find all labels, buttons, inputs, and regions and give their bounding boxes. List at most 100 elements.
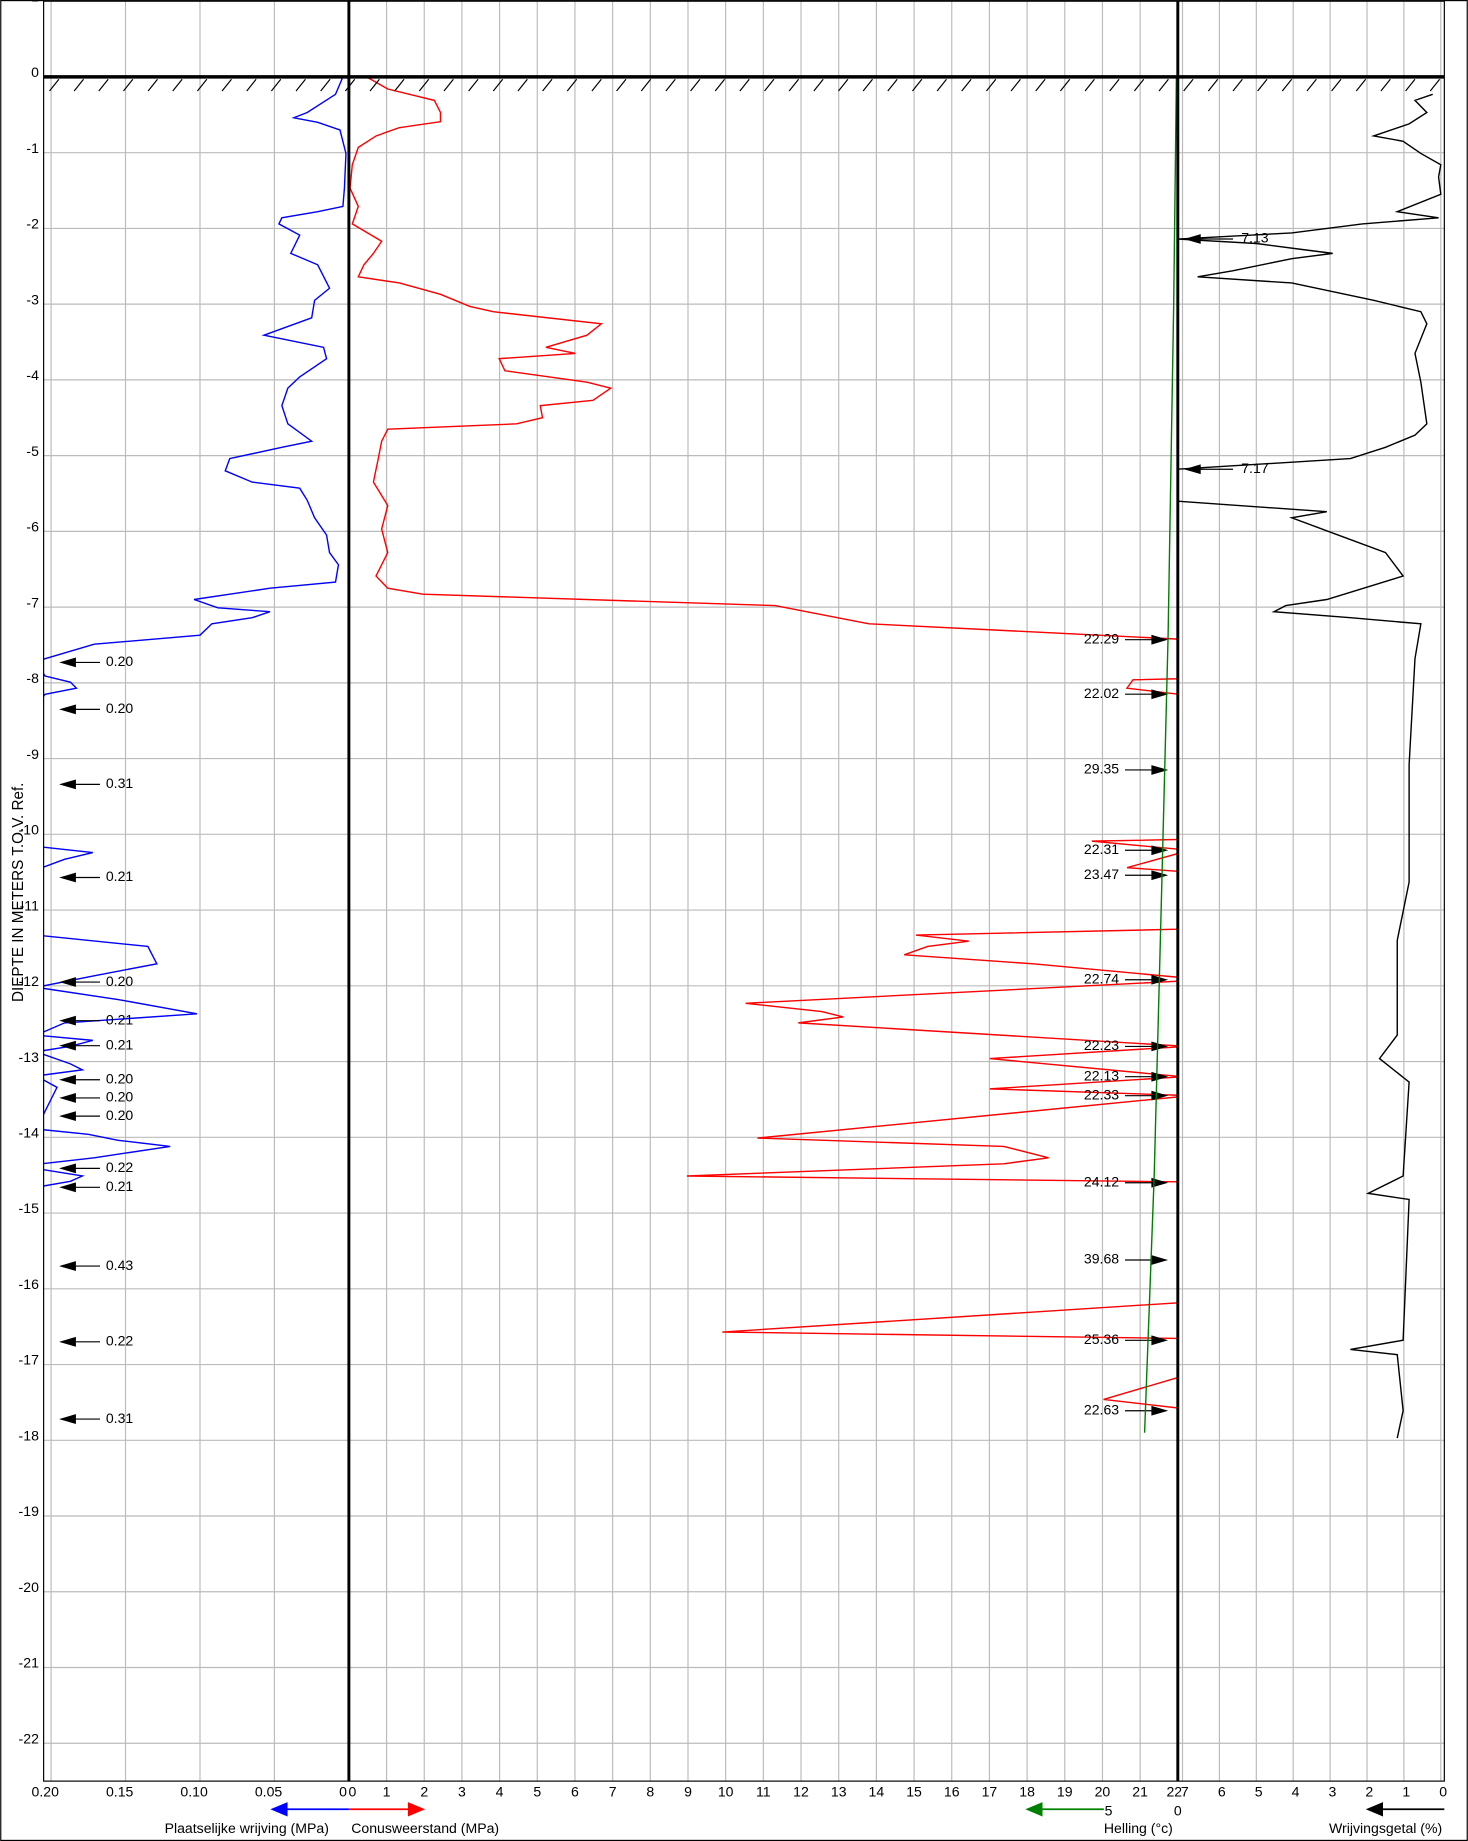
x-tick-label: 17 [982, 1784, 998, 1800]
y-tick-label: -2 [26, 216, 39, 232]
x-tick-label: 3 [1329, 1784, 1337, 1800]
x-tick-label: 22 [1166, 1784, 1182, 1800]
offscale-label: 24.12 [1084, 1173, 1119, 1189]
y-tick-label: -4 [26, 367, 39, 383]
offscale-label: 25.36 [1084, 1331, 1119, 1347]
y-tick-label: -8 [26, 670, 39, 686]
y-axis-title: DIEPTE IN METERS T.O.V. Ref. [10, 783, 27, 1003]
x-tick-label: 0 [348, 1784, 356, 1800]
offscale-arrow [59, 1163, 100, 1174]
offscale-label: 22.23 [1084, 1037, 1119, 1053]
ground-hatch [49, 78, 1441, 92]
offscale-label: 0.31 [106, 1410, 134, 1426]
offscale-label: 0.20 [106, 973, 134, 989]
y-tick-label: -22 [19, 1730, 40, 1746]
y-tick-label: -15 [19, 1200, 40, 1216]
offscale-arrow [59, 872, 100, 883]
offscale-arrow [59, 1074, 100, 1085]
offscale-label: 29.35 [1084, 761, 1119, 777]
data-line [1143, 76, 1178, 1433]
x-tick-label: 2 [1365, 1784, 1373, 1800]
y-tick-label: -17 [19, 1352, 40, 1368]
x-tick-label: 0.15 [106, 1784, 134, 1800]
axis-direction-arrow [270, 1802, 349, 1817]
x-tick-label: 7 [1181, 1784, 1189, 1800]
offscale-arrow [59, 779, 100, 790]
x-tick-label: 1 [1402, 1784, 1410, 1800]
offscale-label: 0.20 [106, 1070, 134, 1086]
x-axis-title: Plaatselijke wrijving (MPa) [165, 1820, 329, 1836]
plot-frame [43, 0, 1445, 1782]
offscale-label: 0.43 [106, 1257, 134, 1273]
x-tick-label: 15 [906, 1784, 922, 1800]
offscale-label: 39.68 [1084, 1251, 1119, 1267]
y-tick-label: -9 [26, 746, 39, 762]
x-tick-label: 2 [420, 1784, 428, 1800]
offscale-label: 22.13 [1084, 1067, 1119, 1083]
offscale-arrow [59, 1093, 100, 1103]
y-tick-label: 1 [31, 0, 39, 4]
offscale-label: 0.22 [106, 1159, 134, 1175]
offscale-arrow [1124, 1335, 1169, 1346]
x-tick-label: 5 [533, 1784, 541, 1800]
y-tick-label: -10 [19, 822, 40, 838]
x-tick-label: 5 [1105, 1802, 1113, 1818]
y-tick-label: -13 [19, 1049, 40, 1065]
offscale-arrow [1183, 234, 1233, 244]
x-tick-label: 10 [718, 1784, 734, 1800]
offscale-arrow [1124, 870, 1169, 881]
offscale-arrow [59, 1111, 100, 1121]
offscale-label: 0.22 [106, 1333, 134, 1349]
offscale-label: 0.20 [106, 653, 134, 669]
axis-direction-arrow [348, 1802, 426, 1817]
offscale-label: 23.47 [1084, 866, 1119, 882]
offscale-label: 0.20 [106, 1089, 134, 1105]
offscale-label: 22.74 [1084, 970, 1119, 986]
offscale-arrow [59, 657, 100, 668]
offscale-arrow [59, 1182, 100, 1193]
offscale-arrow [1124, 689, 1169, 700]
y-tick-label: -14 [19, 1125, 40, 1141]
x-tick-label: 14 [869, 1784, 885, 1800]
y-tick-label: -19 [19, 1503, 40, 1519]
offscale-label: 0.20 [106, 1107, 134, 1123]
x-tick-label: 21 [1132, 1784, 1148, 1800]
offscale-label: 22.31 [1084, 841, 1119, 857]
x-tick-label: 9 [684, 1784, 692, 1800]
data-line [349, 76, 1178, 1409]
offscale-arrow [59, 1261, 100, 1271]
x-tick-label: 0 [1174, 1802, 1182, 1818]
y-tick-label: -18 [19, 1427, 40, 1443]
offscale-label: 7.13 [1241, 230, 1269, 246]
x-tick-label: 0.20 [31, 1784, 59, 1800]
x-tick-label: 1 [383, 1784, 391, 1800]
offscale-arrow [1124, 1177, 1169, 1188]
x-tick-label: 19 [1057, 1784, 1073, 1800]
offscale-label: 22.63 [1084, 1401, 1119, 1417]
offscale-arrow [1124, 634, 1169, 645]
offscale-label: 0.21 [106, 1011, 134, 1027]
x-tick-label: 12 [793, 1784, 809, 1800]
y-tick-label: 0 [31, 64, 39, 80]
x-tick-label: 4 [1292, 1784, 1300, 1800]
x-axis-title: Wrijvingsgetal (%) [1329, 1820, 1442, 1836]
y-tick-label: -1 [26, 140, 39, 156]
offscale-arrow [59, 1040, 100, 1051]
x-tick-label: 13 [831, 1784, 847, 1800]
x-tick-label: 3 [458, 1784, 466, 1800]
x-tick-label: 11 [756, 1784, 771, 1800]
y-tick-label: -3 [26, 291, 39, 307]
x-tick-label: 16 [944, 1784, 960, 1800]
x-tick-label: 0.10 [180, 1784, 208, 1800]
y-tick-label: -16 [19, 1276, 40, 1292]
x-tick-label: 0.05 [255, 1784, 283, 1800]
offscale-label: 22.29 [1084, 630, 1119, 646]
offscale-arrow [59, 1336, 100, 1347]
offscale-arrow [1124, 1255, 1169, 1265]
offscale-arrow [59, 1015, 100, 1026]
offscale-label: 7.17 [1241, 460, 1269, 476]
data-line [43, 76, 347, 1187]
x-tick-label: 20 [1095, 1784, 1111, 1800]
